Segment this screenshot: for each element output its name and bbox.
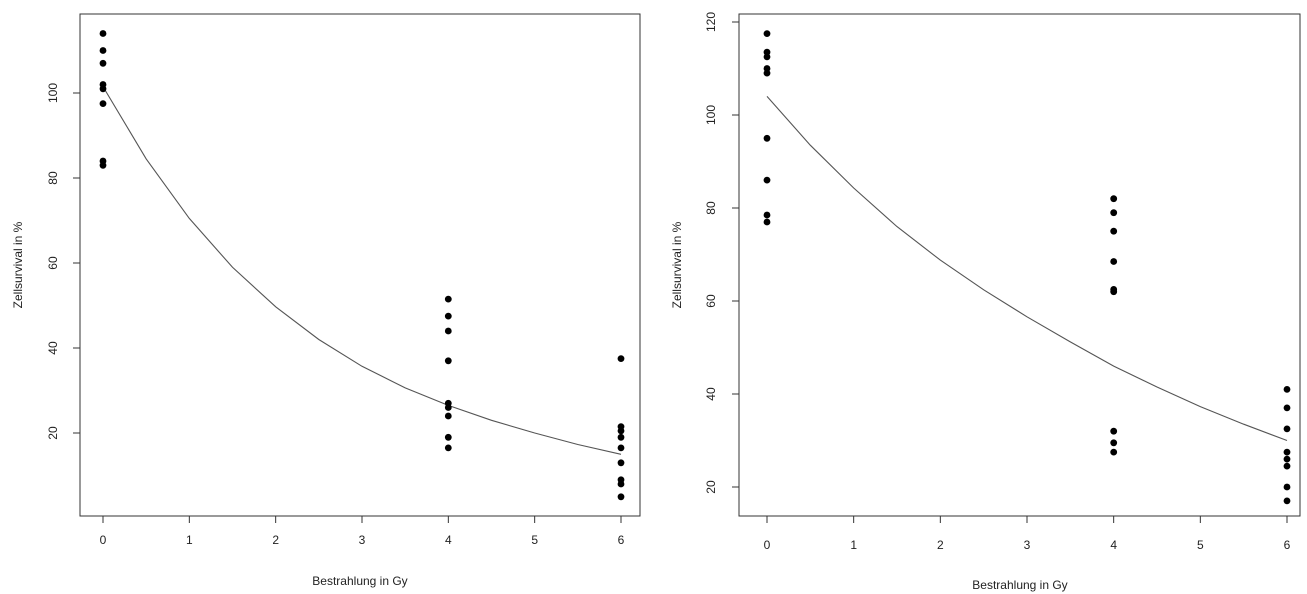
x-tick-label: 6: [1284, 538, 1291, 552]
x-tick-label: 4: [445, 533, 452, 547]
data-point: [763, 176, 771, 184]
x-tick-label: 6: [618, 533, 625, 547]
data-point: [99, 100, 107, 107]
data-point: [99, 30, 107, 37]
data-point: [617, 493, 625, 501]
y-tick-label: 100: [704, 105, 718, 125]
data-point: [1283, 483, 1291, 491]
data-point: [99, 59, 107, 67]
data-point: [763, 218, 771, 226]
y-axis-title: Zellsurvival in %: [11, 221, 25, 308]
data-point: [1283, 386, 1291, 393]
x-tick-label: 1: [850, 538, 857, 552]
data-point: [99, 161, 107, 169]
data-point: [617, 433, 625, 441]
x-tick-label: 0: [100, 533, 107, 547]
y-tick-label: 60: [46, 256, 60, 270]
data-point: [763, 211, 771, 219]
x-tick-label: 2: [272, 533, 279, 547]
right-scatter-chart: Bestrahlung in Gy Zellsurvival in % 0 1 2 3…: [670, 12, 1301, 592]
data-point: [99, 85, 107, 93]
data-point: [1110, 209, 1118, 217]
left-scatter-chart: Bestrahlung in Gy Zellsurvival in % 0 1 2 3…: [11, 13, 641, 588]
data-point: [1110, 227, 1118, 235]
data-point: [444, 433, 452, 441]
data-point: [444, 327, 452, 335]
data-point: [1110, 439, 1118, 447]
data-point: [617, 444, 625, 452]
x-tick-label: 0: [764, 538, 771, 552]
y-tick-label: 80: [46, 171, 60, 185]
data-point: [1283, 455, 1291, 463]
y-tick-label: 20: [704, 480, 718, 494]
y-tick-label: 80: [704, 201, 718, 215]
x-tick-label: 1: [186, 533, 193, 547]
y-axis-title: Zellsurvival in %: [670, 221, 684, 308]
data-point: [99, 47, 107, 54]
data-point: [1110, 288, 1118, 296]
x-tick-label: 5: [531, 533, 538, 547]
y-tick-label: 40: [46, 341, 60, 355]
data-point: [444, 412, 452, 420]
x-tick-label: 5: [1197, 538, 1204, 552]
data-point: [763, 30, 771, 37]
plot-frame: [738, 13, 1301, 517]
data-point: [444, 444, 452, 452]
data-point: [1283, 448, 1291, 456]
y-tick-label: 100: [46, 83, 60, 103]
data-point: [617, 480, 625, 488]
data-point: [763, 48, 771, 56]
y-tick-label: 20: [46, 426, 60, 440]
data-point: [444, 312, 452, 320]
y-tick-label: 120: [704, 12, 718, 32]
data-point: [444, 404, 452, 411]
data-point: [763, 134, 771, 142]
data-point: [1110, 195, 1118, 203]
data-point: [1283, 462, 1291, 470]
data-point: [763, 69, 771, 77]
data-point: [1283, 497, 1291, 505]
x-tick-label: 3: [359, 533, 366, 547]
data-point: [444, 357, 452, 365]
data-point: [617, 427, 625, 435]
data-point: [1110, 258, 1118, 265]
data-point: [763, 53, 771, 61]
y-tick-label: 60: [704, 294, 718, 308]
x-tick-label: 2: [937, 538, 944, 552]
fit-curve: [766, 96, 1288, 442]
data-point: [444, 295, 452, 303]
data-point: [1110, 427, 1118, 435]
data-point: [1283, 404, 1291, 412]
data-point: [1110, 448, 1118, 456]
y-tick-label: 40: [704, 387, 718, 401]
fit-curve: [102, 86, 622, 455]
x-tick-label: 4: [1110, 538, 1117, 552]
x-tick-label: 3: [1024, 538, 1031, 552]
data-point: [617, 355, 625, 362]
data-point: [1283, 425, 1291, 433]
x-axis-title: Bestrahlung in Gy: [312, 574, 407, 588]
plot-frame: [79, 13, 641, 517]
data-point: [617, 459, 625, 467]
x-axis-title: Bestrahlung in Gy: [972, 578, 1067, 592]
